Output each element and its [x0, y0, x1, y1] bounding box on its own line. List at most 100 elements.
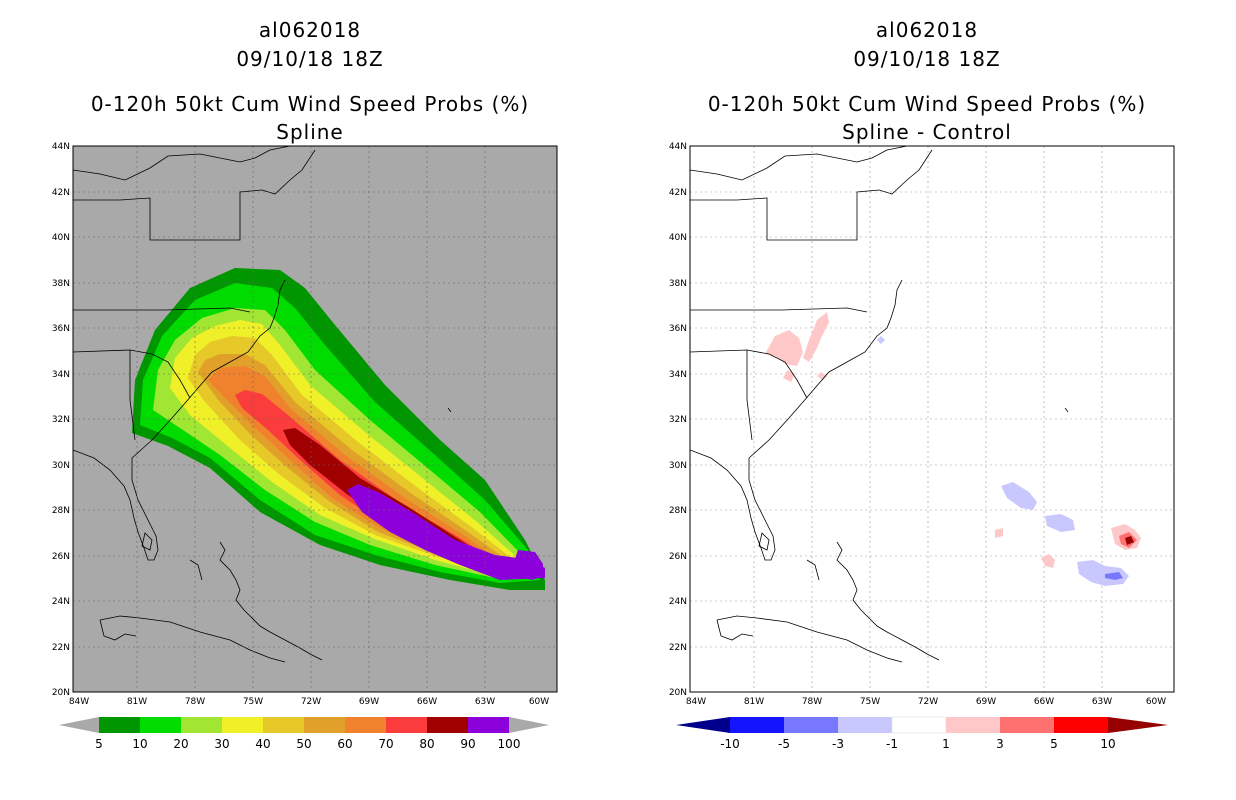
colorbar-swatch — [1000, 717, 1054, 733]
lat-label: 22N — [52, 643, 70, 653]
colorbar-label: 3 — [996, 737, 1004, 751]
left-lat-labels: 20N 22N 24N 26N 28N 30N 32N 34N 36N 38N … — [52, 142, 70, 698]
colorbar-label: 100 — [498, 737, 521, 751]
lat-label: 36N — [52, 324, 70, 334]
lat-label: 32N — [52, 415, 70, 425]
lat-label: 44N — [669, 142, 687, 152]
lat-label: 44N — [52, 142, 70, 152]
lat-label: 38N — [669, 279, 687, 289]
colorbar-label: 90 — [460, 737, 475, 751]
colorbar-label: 40 — [255, 737, 270, 751]
right-colorbar: -10 -5 -3 -1 1 3 5 10 — [676, 716, 1168, 751]
left-datetime: 09/10/18 18Z — [236, 47, 384, 71]
lat-label: 20N — [669, 688, 687, 698]
left-coastlines — [73, 146, 452, 663]
colorbar-swatch — [427, 717, 468, 733]
right-product-title: 0-120h 50kt Cum Wind Speed Probs (%) — [707, 92, 1147, 116]
lon-label: 84W — [686, 697, 706, 707]
diff-patch-negative — [1001, 482, 1037, 510]
colorbar-label: 5 — [95, 737, 103, 751]
lon-label: 72W — [918, 697, 938, 707]
colorbar-label: 20 — [173, 737, 188, 751]
prob-band-80 — [283, 428, 498, 565]
diff-patch-positive-max — [1125, 536, 1134, 545]
colorbar-label: -3 — [832, 737, 844, 751]
left-storm-id: al062018 — [258, 18, 362, 42]
colorbar-swatch — [1054, 717, 1108, 733]
right-map-frame — [689, 145, 1175, 693]
lon-label: 63W — [1092, 697, 1112, 707]
lat-label: 32N — [669, 415, 687, 425]
colorbar-swatch — [468, 717, 509, 733]
left-title-block: al062018 09/10/18 18Z — [60, 16, 560, 74]
colorbar-swatch — [891, 716, 947, 734]
lat-label: 30N — [669, 461, 687, 471]
lon-label: 63W — [475, 697, 495, 707]
lat-label: 28N — [52, 506, 70, 516]
right-colorbar-lower-arrow — [676, 717, 730, 733]
lat-label: 42N — [52, 188, 70, 198]
lon-label: 75W — [243, 697, 263, 707]
colorbar-label: 60 — [337, 737, 352, 751]
lat-label: 26N — [52, 552, 70, 562]
colorbar-swatch — [838, 717, 892, 733]
lat-label: 42N — [669, 188, 687, 198]
diff-patch-negative — [877, 336, 885, 344]
right-map: 20N 22N 24N 26N 28N 30N 32N 34N 36N 38N … — [669, 142, 1175, 707]
lat-label: 28N — [669, 506, 687, 516]
right-lat-labels: 20N 22N 24N 26N 28N 30N 32N 34N 36N 38N … — [669, 142, 687, 698]
lat-label: 38N — [52, 279, 70, 289]
right-difference-patches — [765, 312, 1141, 586]
colorbar-label: 30 — [214, 737, 229, 751]
diff-patch-positive — [765, 330, 803, 366]
lon-label: 81W — [744, 697, 764, 707]
colorbar-label: 10 — [132, 737, 147, 751]
right-subtitle: Spline - Control — [842, 120, 1012, 144]
diff-patch-positive — [817, 372, 827, 380]
right-title-block: al062018 09/10/18 18Z — [677, 16, 1177, 74]
lat-label: 20N — [52, 688, 70, 698]
left-gridlines — [73, 146, 557, 692]
left-colorbar-swatches — [99, 717, 509, 733]
lon-label: 78W — [802, 697, 822, 707]
left-probability-swath — [132, 268, 545, 590]
lon-label: 84W — [69, 697, 89, 707]
lat-label: 34N — [669, 370, 687, 380]
left-map-frame — [72, 145, 558, 693]
lon-label: 60W — [1146, 697, 1166, 707]
lon-label: 66W — [1034, 697, 1054, 707]
right-datetime: 09/10/18 18Z — [853, 47, 1001, 71]
left-colorbar: 5 10 20 30 40 50 60 70 80 90 100 — [59, 717, 549, 751]
colorbar-swatch — [263, 717, 304, 733]
colorbar-label: 70 — [378, 737, 393, 751]
left-colorbar-upper-arrow — [509, 717, 549, 733]
right-colorbar-swatches — [730, 716, 1108, 734]
colorbar-swatch — [181, 717, 222, 733]
lon-label: 69W — [359, 697, 379, 707]
diff-patch-positive — [995, 528, 1003, 538]
lat-label: 22N — [669, 643, 687, 653]
colorbar-swatch — [222, 717, 263, 733]
right-coastlines — [690, 146, 1069, 663]
right-storm-id: al062018 — [875, 18, 979, 42]
colorbar-swatch — [784, 717, 838, 733]
diff-patch-negative — [1045, 514, 1075, 532]
colorbar-label: 10 — [1100, 737, 1115, 751]
lat-label: 34N — [52, 370, 70, 380]
lat-label: 36N — [669, 324, 687, 334]
colorbar-label: 5 — [1050, 737, 1058, 751]
colorbar-swatch — [140, 717, 181, 733]
colorbar-swatch — [386, 717, 427, 733]
colorbar-label: 80 — [419, 737, 434, 751]
lat-label: 40N — [669, 233, 687, 243]
diff-patch-positive — [803, 312, 829, 362]
colorbar-swatch — [99, 717, 140, 733]
right-colorbar-upper-arrow — [1108, 717, 1168, 733]
left-colorbar-lower-arrow — [59, 717, 99, 733]
lat-label: 30N — [52, 461, 70, 471]
colorbar-swatch — [946, 717, 1000, 733]
prob-band-100 — [510, 550, 543, 580]
lon-label: 81W — [127, 697, 147, 707]
colorbar-swatch — [345, 717, 386, 733]
left-product-title: 0-120h 50kt Cum Wind Speed Probs (%) — [90, 92, 530, 116]
